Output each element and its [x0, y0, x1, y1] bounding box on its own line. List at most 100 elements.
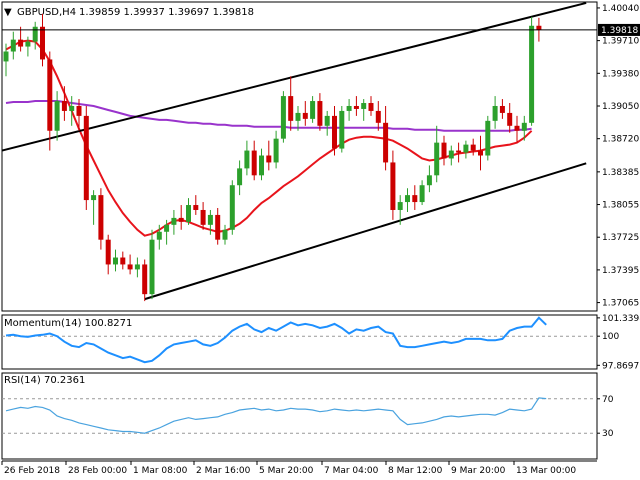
candle-bull — [426, 175, 432, 186]
candle-bear — [412, 195, 418, 203]
channel-upper-line — [1, 1, 587, 152]
candle-bull — [324, 115, 330, 126]
candle-bull — [113, 257, 118, 265]
candle-bear — [266, 155, 272, 163]
x-tick-label: 1 Mar 08:00 — [133, 466, 188, 476]
candle-bear — [18, 39, 24, 47]
candle-bull — [405, 195, 410, 203]
candle-bear — [332, 115, 337, 149]
candle-bear — [40, 26, 45, 60]
candle-bull — [222, 229, 228, 240]
candle-bear — [193, 205, 199, 210]
triangle-down-icon[interactable]: ▼ — [4, 7, 12, 18]
candle-bear — [368, 103, 374, 111]
price-tick-label: 1.39050 — [602, 102, 639, 112]
price-tick-label: 1.40040 — [602, 4, 639, 14]
price-tick-label: 1.37065 — [602, 299, 639, 309]
candle-bull — [171, 217, 177, 225]
candle-bull — [207, 214, 213, 225]
rsi-pane-frame — [1, 372, 598, 460]
candle-bull — [10, 39, 16, 52]
candle-bear — [390, 162, 396, 210]
price-tick-label: 1.38385 — [602, 168, 639, 178]
candle-bear — [470, 144, 476, 151]
chart-symbol: GBPUSD,H4 — [17, 7, 76, 18]
candle-bull — [273, 138, 279, 163]
momentum-tick-label: 100 — [602, 332, 619, 342]
candle-bear — [47, 59, 53, 131]
candle-bear — [61, 101, 67, 111]
momentum-pane-frame — [1, 314, 598, 370]
candle-bull — [54, 101, 60, 131]
candle-bear — [200, 209, 206, 225]
candle-bull — [492, 105, 498, 121]
candle-bull — [529, 25, 535, 123]
candle-bear — [499, 105, 505, 113]
x-tick-label: 9 Mar 20:00 — [451, 466, 506, 476]
candle-bear — [251, 150, 257, 176]
price-pane: 1.40040 1.39710 1.39380 1.39050 1.38720 1.383… — [1, 1, 640, 312]
candle-bear — [83, 115, 89, 201]
candle-bear — [142, 264, 148, 295]
price-tick-label: 1.39710 — [602, 37, 639, 47]
rsi-title: RSI(14) 70.2361 — [4, 375, 85, 386]
x-tick-label: 7 Mar 04:00 — [324, 466, 379, 476]
candle-bear — [120, 257, 126, 265]
candle-bull — [91, 195, 97, 201]
price-tick-label: 1.37725 — [602, 233, 639, 243]
candle-bear — [456, 150, 462, 153]
candle-bear — [302, 112, 308, 119]
candle-bull — [397, 202, 403, 210]
candle-bear — [178, 217, 184, 222]
candle-bear — [375, 110, 381, 123]
momentum-pane: Momentum(14) 100.8271 101.3398 100 97.8697 — [1, 314, 640, 371]
candle-bull — [280, 96, 286, 139]
candle-bull — [361, 103, 367, 109]
candle-bear — [76, 105, 82, 116]
candle-bear — [514, 125, 520, 131]
candle-bear — [317, 101, 323, 126]
momentum-tick-label: 101.3398 — [602, 314, 640, 324]
current-price-label: 1.39818 — [601, 26, 638, 36]
candle-bull — [32, 26, 38, 42]
candle-bull — [448, 150, 454, 159]
price-tick-label: 1.37395 — [602, 266, 639, 276]
price-tick-label: 1.39380 — [602, 69, 639, 79]
candle-bear — [127, 264, 133, 270]
rsi-tick-label: 70 — [602, 395, 614, 405]
candle-bull — [3, 51, 9, 62]
candle-bear — [478, 150, 483, 156]
price-tick-label: 1.38720 — [602, 135, 639, 145]
candle-bull — [434, 142, 440, 176]
candle-bull — [463, 144, 469, 153]
candle-bull — [237, 168, 243, 186]
x-tick-label: 26 Feb 2018 — [4, 466, 60, 476]
candle-bear — [383, 122, 389, 163]
x-tick-label: 13 Mar 00:00 — [516, 466, 576, 476]
x-tick-label: 8 Mar 12:00 — [388, 466, 443, 476]
candle-bull — [310, 101, 316, 119]
candle-bull — [339, 110, 345, 149]
price-pane-frame — [1, 1, 598, 312]
candle-bear — [536, 25, 542, 30]
candle-bull — [164, 224, 170, 232]
rsi-pane: RSI(14) 70.2361 70 30 — [1, 372, 614, 460]
candle-bull — [149, 239, 155, 295]
candle-bear — [507, 112, 513, 126]
candle-bear — [441, 142, 447, 159]
ohlc-readout: 1.39859 1.39937 1.39697 1.39818 — [79, 7, 254, 18]
candle-bear — [288, 96, 294, 121]
x-tick-label: 5 Mar 20:00 — [259, 466, 314, 476]
candle-bull — [134, 264, 140, 270]
candle-bull — [259, 155, 264, 176]
candle-bull — [485, 120, 491, 156]
candle-bull — [419, 185, 425, 203]
candle-bull — [25, 41, 31, 47]
candle-bear — [353, 105, 359, 109]
candle-bear — [105, 239, 111, 265]
candle-bull — [186, 205, 191, 222]
candle-bear — [215, 214, 221, 240]
candle-bull — [69, 105, 75, 111]
